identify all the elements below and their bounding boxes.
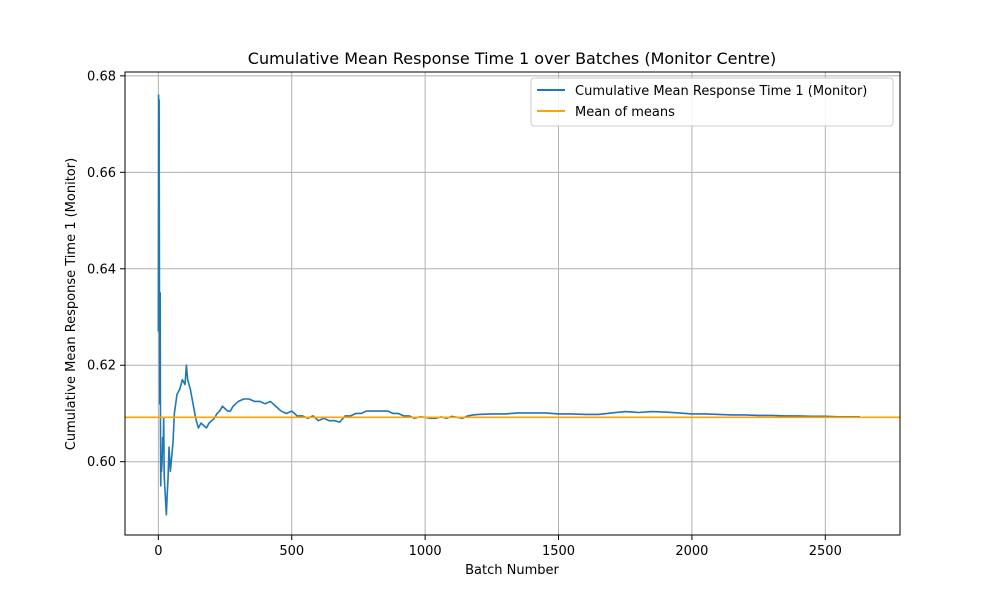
x-tick-label: 1000 xyxy=(409,544,442,559)
x-axis: 0 500 1000 1500 2000 2500 xyxy=(154,535,842,559)
y-axis-label: Cumulative Mean Response Time 1 (Monitor… xyxy=(64,158,79,450)
y-tick-label: 0.66 xyxy=(87,166,116,181)
chart-title: Cumulative Mean Response Time 1 over Bat… xyxy=(248,49,776,68)
x-tick-label: 1500 xyxy=(542,544,575,559)
plot-frame xyxy=(124,71,901,536)
legend-label-mean-of-means: Mean of means xyxy=(575,105,675,120)
legend-box xyxy=(530,77,894,127)
series-line-response-time xyxy=(157,94,860,516)
grid-lines xyxy=(125,72,900,535)
y-tick-label: 0.62 xyxy=(87,359,116,374)
series-layer xyxy=(125,94,900,516)
x-axis-label: Batch Number xyxy=(465,563,559,578)
y-tick-label: 0.64 xyxy=(87,262,116,277)
x-tick-label: 500 xyxy=(279,544,304,559)
legend-label-response-time: Cumulative Mean Response Time 1 (Monitor… xyxy=(575,84,867,99)
x-tick-label: 2500 xyxy=(809,544,842,559)
legend: Cumulative Mean Response Time 1 (Monitor… xyxy=(530,77,894,127)
y-tick-label: 0.60 xyxy=(87,455,116,470)
y-axis: 0.60 0.62 0.64 0.66 0.68 xyxy=(87,69,125,470)
y-tick-label: 0.68 xyxy=(87,69,116,84)
x-tick-label: 0 xyxy=(154,544,162,559)
x-tick-label: 2000 xyxy=(675,544,708,559)
